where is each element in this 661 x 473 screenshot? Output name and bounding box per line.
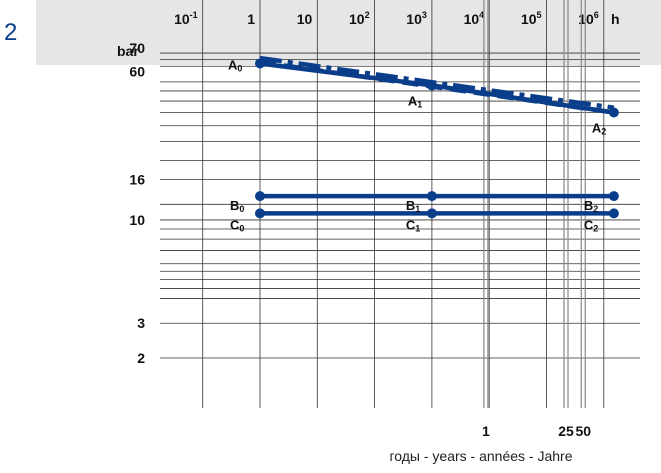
point-label-subscript: 0 [239, 204, 244, 214]
point-label-letter: C [406, 217, 416, 232]
x-tick-exponent: 2 [365, 10, 370, 20]
series-line [259, 59, 615, 115]
data-point [426, 208, 437, 219]
data-point [608, 191, 619, 202]
data-point [255, 191, 265, 202]
x-unit-label: h [611, 11, 620, 27]
point-label: B2 [584, 198, 598, 214]
x-tick-label: 10-1 [174, 10, 198, 27]
x-tick-base: 10 [406, 11, 422, 27]
point-label-letter: B [584, 198, 593, 213]
data-point [255, 208, 265, 219]
x-tick-label: 10 [297, 11, 313, 27]
x-tick-base: 10 [521, 11, 537, 27]
age-axis-caption: годы - years - années - Jahre [389, 448, 572, 464]
point-label: C2 [584, 217, 598, 233]
y-unit-label: bar [117, 43, 139, 59]
x-tick-base: 10 [297, 11, 313, 27]
point-label-subscript: 1 [415, 204, 420, 214]
series-lines [255, 55, 619, 219]
point-label-letter: B [406, 198, 415, 213]
point-label: A2 [592, 120, 606, 136]
point-label-subscript: 2 [601, 126, 606, 136]
point-label-letter: C [230, 217, 240, 232]
x-tick-exponent: 5 [536, 10, 541, 20]
x-tick-labels: 10-1 1 10 102 103 104 105 106 [174, 10, 599, 27]
x-tick-label: 1 [247, 11, 255, 27]
y-tick-label: 10 [129, 212, 145, 228]
point-label-subscript: 1 [417, 99, 422, 109]
point-label-letter: A [408, 93, 418, 108]
point-label: C1 [406, 217, 420, 233]
point-label: B0 [230, 198, 244, 214]
point-label-subscript: 2 [593, 204, 598, 214]
point-label: A1 [408, 93, 422, 109]
x-tick-exponent: 6 [594, 10, 599, 20]
age-tick-label: 1 [482, 423, 490, 439]
x-tick-label: 105 [521, 10, 542, 27]
x-tick-base: 10 [464, 11, 480, 27]
x-tick-exponent: -1 [190, 10, 198, 20]
x-tick-base: 1 [247, 11, 255, 27]
point-label-subscript: 1 [415, 223, 420, 233]
point-label-letter: A [228, 57, 238, 72]
x-tick-exponent: 3 [422, 10, 427, 20]
age-axis: 1 25 50 [482, 0, 591, 439]
point-label: C0 [230, 217, 244, 233]
point-label-subscript: 0 [239, 223, 244, 233]
x-tick-label: 102 [349, 10, 370, 27]
y-tick-label: 2 [137, 350, 145, 366]
series-line [259, 55, 615, 110]
data-point [608, 107, 619, 118]
age-tick-label: 25 [558, 423, 574, 439]
x-tick-base: 10 [349, 11, 365, 27]
x-tick-label: 106 [578, 10, 599, 27]
age-tick-label: 50 [575, 423, 591, 439]
point-label-letter: B [230, 198, 239, 213]
point-label-letter: C [584, 217, 594, 232]
x-tick-label: 104 [464, 10, 485, 27]
data-point [608, 208, 619, 219]
point-label-subscript: 0 [237, 63, 242, 73]
point-label: A0 [228, 57, 242, 73]
point-label: B1 [406, 198, 420, 214]
figure-number: 2 [4, 19, 17, 46]
grid [160, 0, 640, 408]
y-tick-label: 70 [129, 40, 145, 56]
x-tick-base: 10 [578, 11, 594, 27]
y-tick-label: 16 [129, 172, 145, 188]
y-tick-label: 3 [137, 315, 145, 331]
point-label-letter: A [592, 120, 602, 135]
y-tick-labels: 70 60 16 10 3 2 [129, 40, 145, 366]
x-tick-label: 103 [406, 10, 427, 27]
y-tick-label: 60 [129, 63, 145, 79]
header-band [36, 0, 661, 65]
point-label-subscript: 2 [593, 223, 598, 233]
x-tick-base: 10 [174, 11, 190, 27]
x-tick-exponent: 4 [479, 10, 484, 20]
data-point [426, 191, 437, 202]
